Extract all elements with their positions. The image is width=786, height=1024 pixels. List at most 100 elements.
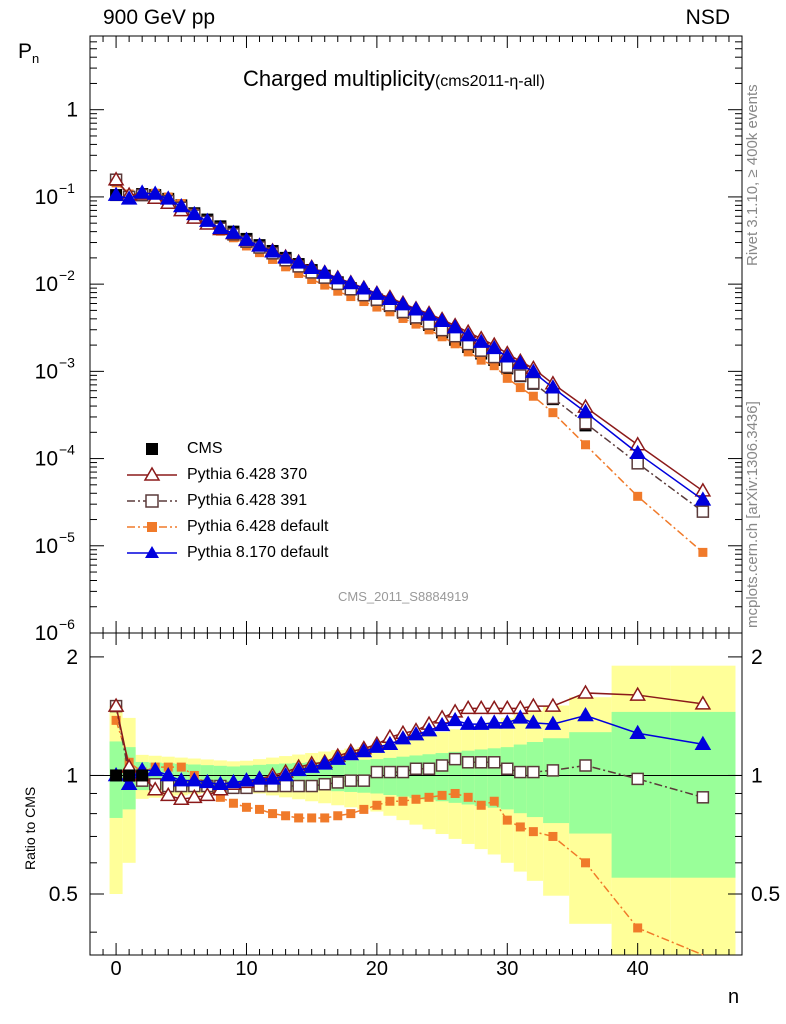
legend-label-cms: CMS <box>187 440 223 457</box>
y-axis-label-main: Pn <box>18 40 40 67</box>
p6def-point-main <box>515 383 525 393</box>
y-tick-label-ratio: 0.5 <box>49 883 78 906</box>
p8def-point-main <box>159 190 177 205</box>
p8def-point-main <box>120 190 138 205</box>
p391-point-ratio <box>409 762 423 775</box>
p6def-point-ratio <box>346 809 356 819</box>
y-tick-label-main: 1 <box>66 99 78 122</box>
p8def-point-ratio <box>512 709 529 724</box>
cms-point-ratio <box>123 769 136 782</box>
p8def-point-ratio <box>186 772 203 787</box>
legend-marker-p8def <box>127 546 177 558</box>
p6def-point-main <box>581 440 591 450</box>
p6def-point-ratio <box>633 923 643 933</box>
y-tick-exponent: −3 <box>59 354 75 370</box>
p8def-point-ratio <box>329 750 347 765</box>
band-inner-bin <box>513 744 527 814</box>
p370-point-ratio <box>525 697 542 712</box>
p391-point-ratio <box>501 762 514 775</box>
y-tick-label-main: 10 <box>35 360 58 383</box>
energy-label: 900 GeV pp <box>103 6 216 29</box>
y-tick-label-ratio: 1 <box>66 764 78 787</box>
p6def-point-main <box>294 268 304 278</box>
p6def-point-ratio <box>359 804 369 814</box>
band-inner-bin <box>526 742 544 818</box>
p8def-point-ratio <box>381 735 399 751</box>
p8def-point-main <box>342 275 360 290</box>
p8def-point-main <box>212 219 229 235</box>
band-inner-bin <box>569 732 612 834</box>
legend-marker-cms <box>146 443 158 455</box>
p6def-point-ratio <box>581 858 591 868</box>
p370-point-ratio <box>199 786 216 802</box>
p8def-point-main <box>577 403 594 418</box>
p370-point-ratio <box>577 684 594 699</box>
p8def-point-main <box>107 186 125 201</box>
p8def-point-main <box>368 285 386 300</box>
p6def-point-main <box>502 373 512 383</box>
p391-point-ratio <box>487 756 501 769</box>
p8def-point-ratio <box>146 761 164 777</box>
p6def-point-ratio <box>548 831 558 841</box>
p8def-point-ratio <box>446 711 464 727</box>
p6def-point-ratio <box>424 792 434 802</box>
mcplots-label: mcplots.cern.ch [arXiv:1306.3436] <box>744 401 761 628</box>
legend: CMS Pythia 6.428 370 Pythia 6.428 391 Py… <box>125 436 328 566</box>
p6def-point-main <box>633 491 643 501</box>
p8def-point-ratio <box>629 724 646 739</box>
uncertainty-bands <box>109 665 736 955</box>
p8def-point-ratio <box>120 775 138 790</box>
y-tick-label-ratio: 2 <box>66 646 78 669</box>
p391-point-main <box>514 369 527 382</box>
p370-point-ratio <box>544 697 562 712</box>
legend-marker-p6def <box>127 522 177 532</box>
p370-point-ratio <box>472 699 490 715</box>
p8def-point-ratio <box>277 766 294 782</box>
legend-label-p6def: Pythia 6.428 default <box>187 518 329 535</box>
legend-item-cms: CMS <box>125 436 328 462</box>
p8def-point-ratio <box>238 772 255 787</box>
p6def-point-ratio <box>463 792 473 802</box>
y-tick-label-main: 10 <box>35 535 58 558</box>
p8def-point-main <box>303 259 320 274</box>
p8def-point-main <box>172 198 190 213</box>
p8def-point-main <box>329 270 347 285</box>
p8def-point-ratio <box>316 755 334 770</box>
p6def-point-ratio <box>372 800 382 810</box>
p8def-point-main <box>394 296 412 311</box>
p6def-point-main <box>398 313 408 323</box>
p8def-point-main <box>264 243 281 258</box>
p391-point-ratio <box>435 759 449 772</box>
p391-point-ratio <box>514 765 527 779</box>
band-inner-bin <box>500 747 514 810</box>
p8def-point-ratio <box>544 715 562 730</box>
p6def-point-ratio <box>450 788 460 798</box>
p6def-point-ratio <box>320 813 330 823</box>
p8def-point-main <box>694 491 712 506</box>
x-tick-label: 0 <box>111 958 122 980</box>
band-inner-bin <box>611 711 671 878</box>
p8def-point-main <box>277 249 294 264</box>
chart-title: Charged multiplicity(cms2011-η-all) <box>243 66 545 91</box>
p8def-point-ratio <box>577 706 594 722</box>
p8def-point-ratio <box>212 775 229 790</box>
p391-point-ratio <box>331 776 345 789</box>
p6def-point-ratio <box>489 796 499 806</box>
p370-point-ratio <box>485 699 503 715</box>
p6def-point-ratio <box>176 762 186 772</box>
analysis-label: CMS_2011_S8884919 <box>338 589 469 604</box>
p8def-point-ratio <box>172 772 190 787</box>
band-inner-bin <box>543 738 570 824</box>
p370-point-ratio <box>498 699 516 715</box>
p6def-point-ratio <box>255 804 265 814</box>
p8def-point-main <box>316 264 334 279</box>
p6def-point-main <box>385 307 395 317</box>
p6def-point-ratio <box>411 794 421 804</box>
y-tick-exponent: −5 <box>59 529 75 545</box>
p8def-point-main <box>381 290 399 305</box>
y-tick-label-main: 10 <box>35 186 58 209</box>
p6def-point-main <box>281 262 291 272</box>
p391-point-ratio <box>383 765 397 779</box>
p8def-point-ratio <box>199 773 216 789</box>
